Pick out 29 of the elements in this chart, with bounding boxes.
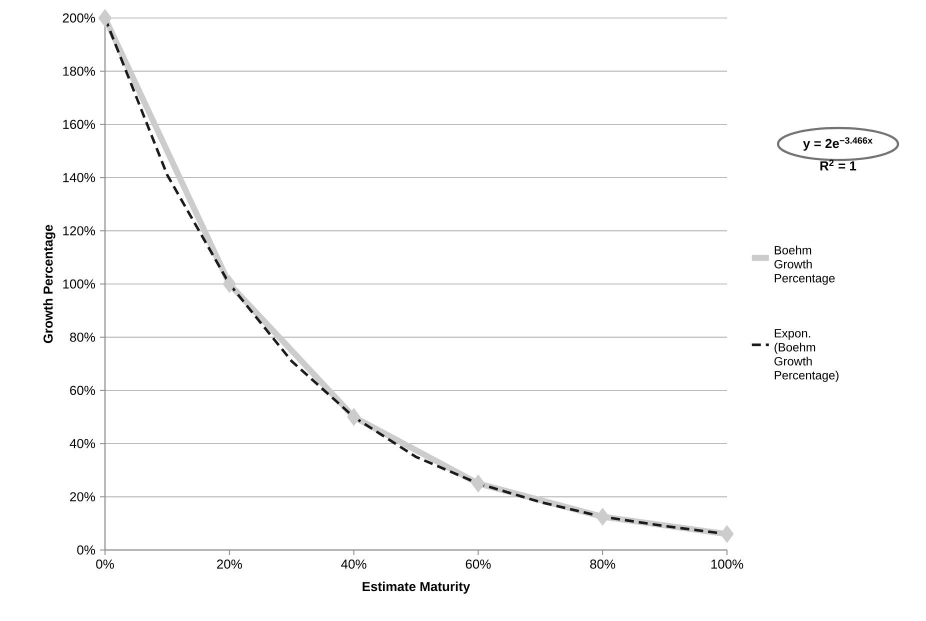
point: [222, 274, 236, 294]
point: [98, 8, 112, 28]
y-tick-label: 160%: [63, 120, 95, 129]
y-tick-label: 80%: [70, 332, 95, 342]
y-tick-label: 120%: [63, 226, 95, 236]
x-tick-label: 100%: [711, 560, 744, 569]
x-tick-label: 20%: [217, 560, 242, 569]
x-tick-label: 40%: [341, 560, 366, 569]
text: y = 2e$^{−3.466x}$: [803, 137, 873, 151]
point: [346, 408, 361, 426]
text: R$^{2}$ = 1: [820, 160, 856, 170]
point: [596, 508, 610, 526]
x-axis-title: Estimate Maturity: [362, 582, 470, 594]
x-tick-label: 80%: [590, 560, 616, 569]
y-tick-label: 40%: [70, 438, 95, 448]
point: [720, 524, 734, 544]
y-tick-label: 200%: [62, 13, 95, 23]
y-tick-label: 140%: [63, 172, 95, 182]
legend-label: Expon. (Boehm Growth Percentage): [774, 329, 838, 382]
y-tick-label: 60%: [70, 386, 95, 395]
y-tick-label: 20%: [70, 492, 95, 502]
y-axis-title: Growth Percentage: [43, 224, 56, 344]
y-tick-label: 100%: [63, 279, 95, 289]
y-tick-label: 0%: [77, 545, 96, 555]
x-tick-label: 60%: [466, 560, 491, 569]
x-tick-label: 0%: [96, 560, 114, 569]
y-tick-label: 180%: [63, 66, 95, 76]
legend-label: Boehm Growth Percentage: [774, 246, 835, 285]
point: [471, 474, 486, 493]
